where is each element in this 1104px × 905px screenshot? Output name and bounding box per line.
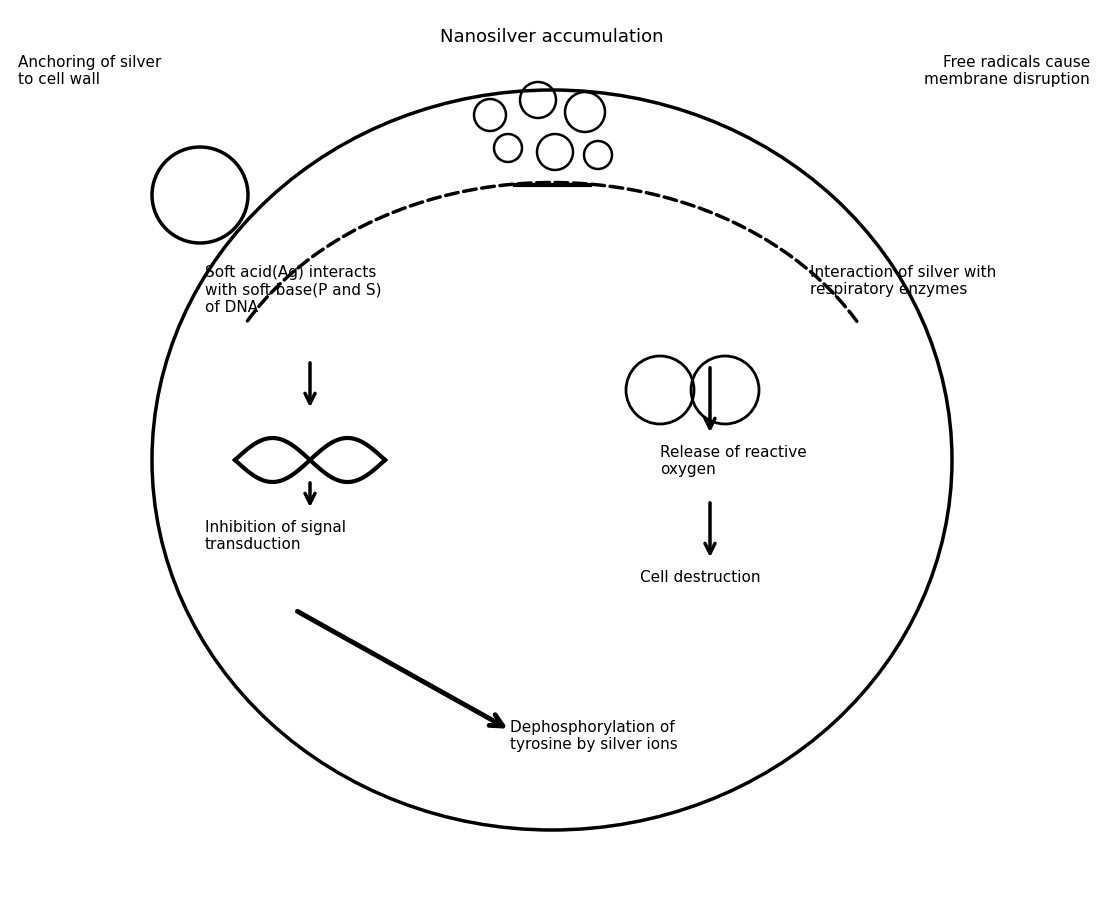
- Text: Soft acid(Ag) interacts
with soft base(P and S)
of DNA: Soft acid(Ag) interacts with soft base(P…: [205, 265, 382, 315]
- Text: Anchoring of silver
to cell wall: Anchoring of silver to cell wall: [18, 55, 161, 88]
- Text: Release of reactive
oxygen: Release of reactive oxygen: [660, 445, 807, 478]
- Text: Dephosphorylation of
tyrosine by silver ions: Dephosphorylation of tyrosine by silver …: [510, 720, 678, 752]
- Text: Cell destruction: Cell destruction: [640, 570, 761, 585]
- Text: Nanosilver accumulation: Nanosilver accumulation: [440, 28, 664, 46]
- Text: Interaction of silver with
respiratory enzymes: Interaction of silver with respiratory e…: [810, 265, 996, 298]
- Text: Inhibition of signal
transduction: Inhibition of signal transduction: [205, 520, 346, 552]
- Text: Free radicals cause
membrane disruption: Free radicals cause membrane disruption: [924, 55, 1090, 88]
